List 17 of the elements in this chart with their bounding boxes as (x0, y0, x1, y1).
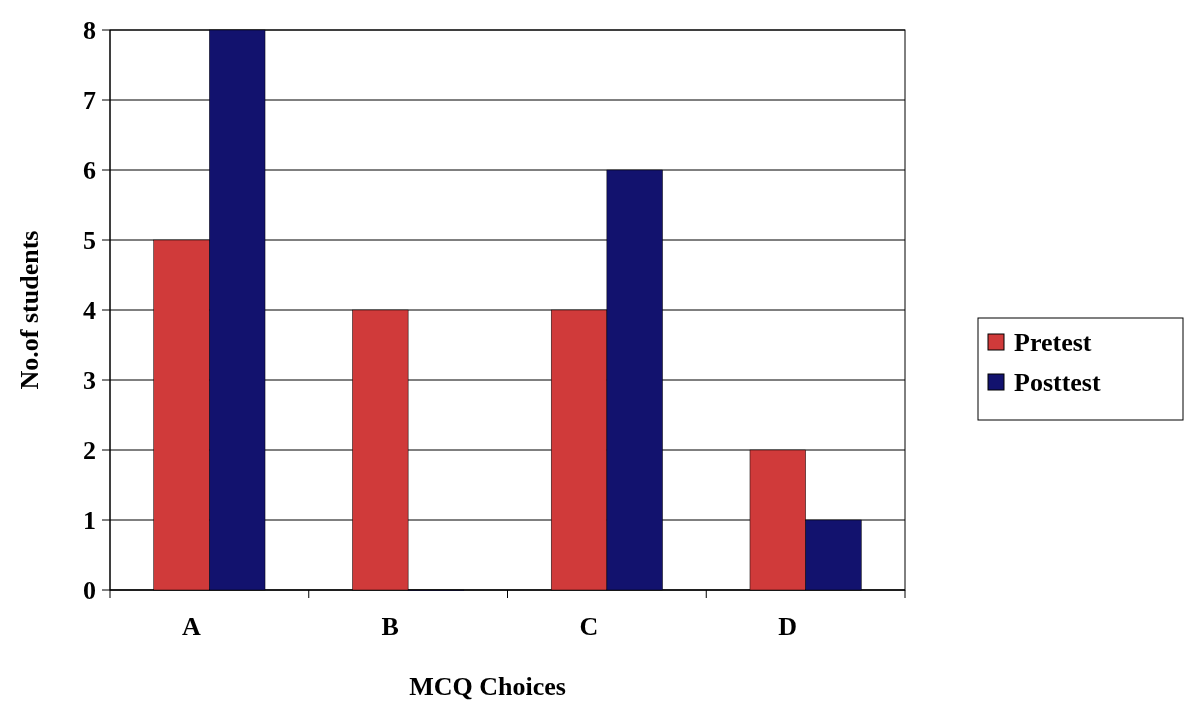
legend-label: Posttest (1014, 368, 1101, 398)
y-tick-label: 8 (83, 16, 96, 46)
y-axis-title: No.of students (15, 230, 44, 390)
y-tick-label: 4 (83, 296, 96, 326)
x-tick-label: D (778, 612, 798, 641)
y-tick-label: 2 (83, 436, 96, 466)
y-tick-label: 7 (83, 86, 96, 116)
y-tick-label: 0 (83, 576, 96, 606)
y-tick-label: 3 (83, 366, 96, 396)
y-tick-label: 6 (83, 156, 96, 186)
x-tick-label: C (579, 612, 599, 641)
y-tick-label: 5 (83, 226, 96, 256)
y-tick-label: 1 (83, 506, 96, 536)
x-axis-title: MCQ Choices (409, 672, 566, 701)
x-tick-label: A (181, 612, 201, 641)
legend-label: Pretest (1014, 328, 1092, 358)
x-tick-label: B (381, 612, 399, 641)
